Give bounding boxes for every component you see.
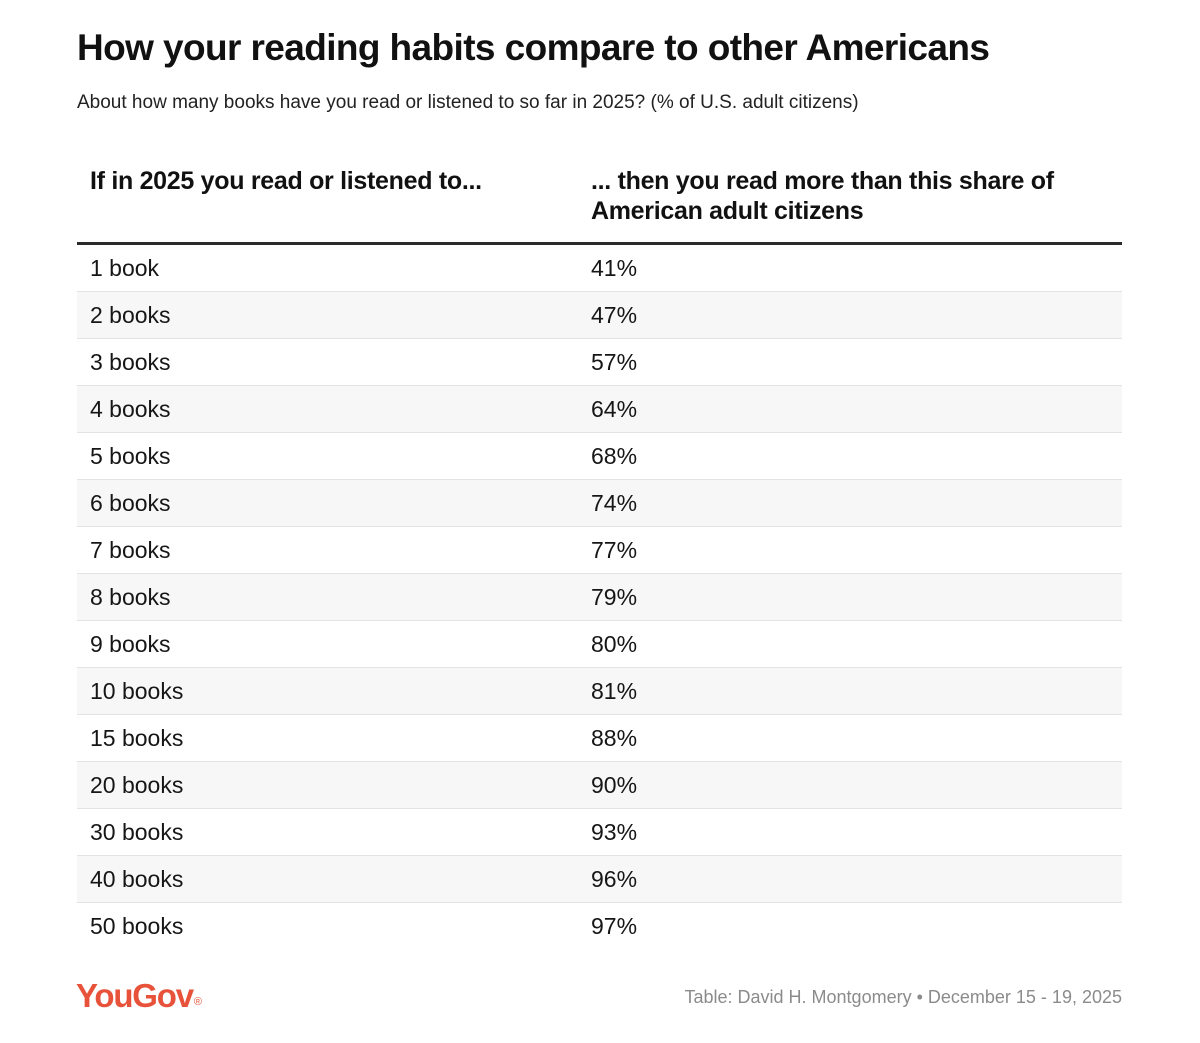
chart-title: How your reading habits compare to other… (77, 27, 990, 68)
books-read-cell: 10 books (90, 678, 184, 704)
table-row: 5 books 68% (77, 433, 1122, 480)
share-exceeded-cell: 68% (591, 443, 638, 469)
share-exceeded-cell: 96% (591, 866, 638, 892)
table-row: 8 books 79% (77, 574, 1122, 621)
share-exceeded-cell: 81% (591, 678, 638, 704)
table-row: 15 books 88% (77, 715, 1122, 762)
books-read-cell: 15 books (90, 725, 184, 751)
table-row: 30 books 93% (77, 809, 1122, 856)
books-read-cell: 7 books (90, 537, 171, 563)
chart-subtitle: About how many books have you read or li… (77, 92, 859, 113)
logo-text: YouGov (76, 977, 194, 1014)
share-exceeded-cell: 93% (591, 819, 638, 845)
share-exceeded-cell: 41% (591, 255, 638, 281)
table-body: 1 book 41% 2 books 47% 3 books 57% 4 books 64% 5… (77, 245, 1122, 949)
table-row: 6 books 74% (77, 480, 1122, 527)
share-exceeded-cell: 97% (591, 913, 638, 939)
table-header: If in 2025 you read or listened to... ..… (77, 162, 1122, 245)
books-read-cell: 40 books (90, 866, 184, 892)
books-read-cell: 20 books (90, 772, 184, 798)
share-exceeded-cell: 90% (591, 772, 638, 798)
share-exceeded-cell: 57% (591, 349, 638, 375)
table-row: 2 books 47% (77, 292, 1122, 339)
table-row: 50 books 97% (77, 903, 1122, 949)
table-row: 9 books 80% (77, 621, 1122, 668)
books-read-cell: 6 books (90, 490, 171, 516)
table-row: 3 books 57% (77, 339, 1122, 386)
table-row: 10 books 81% (77, 668, 1122, 715)
books-read-cell: 9 books (90, 631, 171, 657)
share-exceeded-cell: 77% (591, 537, 638, 563)
books-read-cell: 50 books (90, 913, 184, 939)
books-read-cell: 30 books (90, 819, 184, 845)
share-exceeded-cell: 64% (591, 396, 638, 422)
registered-mark: ® (193, 996, 202, 1008)
table-row: 1 book 41% (77, 245, 1122, 292)
share-exceeded-cell: 47% (591, 302, 638, 328)
yougov-logo: YouGov® (76, 976, 202, 1016)
books-read-cell: 2 books (90, 302, 171, 328)
table-row: 7 books 77% (77, 527, 1122, 574)
share-exceeded-cell: 79% (591, 584, 638, 610)
books-read-cell: 8 books (90, 584, 171, 610)
books-read-cell: 5 books (90, 443, 171, 469)
share-exceeded-cell: 74% (591, 490, 638, 516)
column-header-share-exceeded: ... then you read more than this share o… (591, 167, 1054, 225)
share-exceeded-cell: 88% (591, 725, 638, 751)
table-row: 20 books 90% (77, 762, 1122, 809)
source-credit: Table: David H. Montgomery • December 15… (684, 987, 1122, 1007)
table-row: 4 books 64% (77, 386, 1122, 433)
column-header-books-read: If in 2025 you read or listened to... (90, 167, 482, 195)
table-row: 40 books 96% (77, 856, 1122, 903)
books-read-cell: 4 books (90, 396, 171, 422)
data-table: If in 2025 you read or listened to... ..… (77, 162, 1122, 949)
books-read-cell: 1 book (90, 255, 160, 281)
share-exceeded-cell: 80% (591, 631, 638, 657)
books-read-cell: 3 books (90, 349, 171, 375)
